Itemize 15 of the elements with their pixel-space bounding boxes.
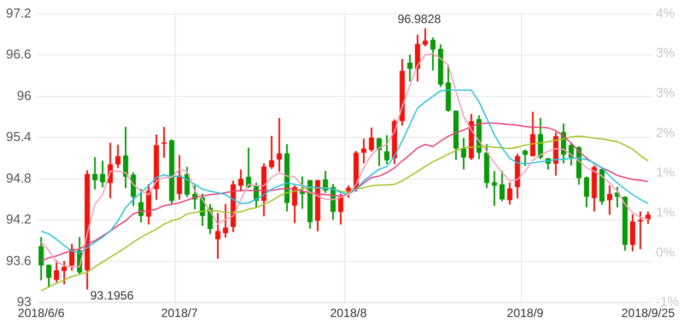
x-tick-label: 2018/7 (161, 306, 198, 320)
y-tick-label: 96.6 (6, 46, 32, 62)
y-tick-label: 97.2 (6, 5, 32, 20)
y-tick-label: 94.2 (6, 212, 32, 227)
candlestick (222, 204, 228, 238)
y-tick-label: 94.8 (6, 170, 32, 186)
x-tick-label: 2018/9/25 (621, 306, 676, 320)
x-tick-label: 2018/9 (506, 306, 544, 320)
x-tick-label: 2018/8 (330, 306, 368, 320)
annotation: 93.1956 (90, 288, 134, 302)
candlestick (161, 126, 167, 158)
y-tick-label: 95.4 (6, 129, 32, 144)
y-tick-label: 96 (16, 88, 32, 103)
annotation: 96.9828 (398, 12, 442, 26)
y-tick-label: 93.6 (6, 252, 32, 268)
